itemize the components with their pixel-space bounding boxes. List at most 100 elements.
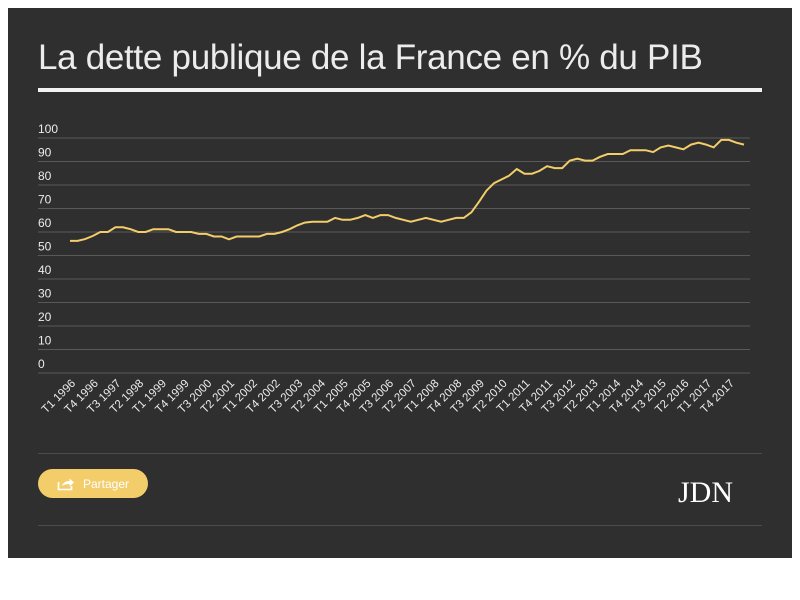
data-point[interactable] xyxy=(105,230,110,235)
data-point[interactable] xyxy=(704,142,709,147)
data-point[interactable] xyxy=(408,219,413,224)
data-point[interactable] xyxy=(287,227,292,232)
data-point[interactable] xyxy=(370,215,375,220)
data-point[interactable] xyxy=(363,213,368,218)
data-point[interactable] xyxy=(726,137,731,142)
data-point[interactable] xyxy=(514,167,519,172)
data-point[interactable] xyxy=(219,234,224,239)
data-point[interactable] xyxy=(628,148,633,153)
data-point[interactable] xyxy=(658,145,663,150)
data-point[interactable] xyxy=(469,210,474,215)
data-point[interactable] xyxy=(242,234,247,239)
data-point[interactable] xyxy=(431,217,436,222)
data-point[interactable] xyxy=(325,219,330,224)
data-point[interactable] xyxy=(575,156,580,161)
data-point[interactable] xyxy=(446,217,451,222)
data-point[interactable] xyxy=(620,151,625,156)
data-point[interactable] xyxy=(461,215,466,220)
data-point[interactable] xyxy=(189,230,194,235)
data-point[interactable] xyxy=(98,230,103,235)
data-point[interactable] xyxy=(340,217,345,222)
data-point[interactable] xyxy=(113,225,118,230)
data-point[interactable] xyxy=(507,173,512,178)
data-point[interactable] xyxy=(476,199,481,204)
data-point[interactable] xyxy=(317,219,322,224)
data-point[interactable] xyxy=(333,215,338,220)
title-underline xyxy=(38,88,762,92)
data-point[interactable] xyxy=(734,140,739,145)
share-button-label: Partager xyxy=(82,476,130,491)
data-point[interactable] xyxy=(128,227,133,232)
data-point[interactable] xyxy=(696,140,701,145)
data-point[interactable] xyxy=(560,166,565,171)
data-point[interactable] xyxy=(688,142,693,147)
data-point[interactable] xyxy=(68,238,73,243)
data-point[interactable] xyxy=(545,164,550,169)
data-point[interactable] xyxy=(272,231,277,236)
data-point[interactable] xyxy=(416,217,421,222)
data-point[interactable] xyxy=(681,147,686,152)
data-point[interactable] xyxy=(484,188,489,193)
data-point[interactable] xyxy=(83,237,88,242)
data-point[interactable] xyxy=(613,151,618,156)
data-point[interactable] xyxy=(280,230,285,235)
data-point[interactable] xyxy=(590,158,595,163)
data-point[interactable] xyxy=(151,227,156,232)
data-point[interactable] xyxy=(386,213,391,218)
data-point[interactable] xyxy=(158,227,163,232)
data-point[interactable] xyxy=(552,166,557,171)
data-point[interactable] xyxy=(598,154,603,159)
y-tick-label: 20 xyxy=(38,310,52,324)
data-point[interactable] xyxy=(204,231,209,236)
data-point[interactable] xyxy=(582,158,587,163)
data-point[interactable] xyxy=(499,177,504,182)
data-point[interactable] xyxy=(257,234,262,239)
data-point[interactable] xyxy=(537,168,542,173)
data-point[interactable] xyxy=(348,217,353,222)
data-point[interactable] xyxy=(264,231,269,236)
data-point[interactable] xyxy=(401,217,406,222)
data-point[interactable] xyxy=(196,231,201,236)
data-point[interactable] xyxy=(643,148,648,153)
data-point[interactable] xyxy=(605,151,610,156)
data-point[interactable] xyxy=(719,137,724,142)
data-point[interactable] xyxy=(310,219,315,224)
data-point[interactable] xyxy=(302,220,307,225)
grid-lines xyxy=(38,137,750,374)
data-point[interactable] xyxy=(121,225,126,230)
data-point[interactable] xyxy=(90,233,95,238)
data-point[interactable] xyxy=(249,234,254,239)
data-point[interactable] xyxy=(439,219,444,224)
data-point[interactable] xyxy=(742,142,747,147)
data-point[interactable] xyxy=(666,143,671,148)
data-point[interactable] xyxy=(227,237,232,242)
data-point[interactable] xyxy=(393,215,398,220)
data-point[interactable] xyxy=(355,215,360,220)
data-point[interactable] xyxy=(673,145,678,150)
data-point[interactable] xyxy=(635,148,640,153)
share-button[interactable]: Partager xyxy=(38,469,148,498)
data-point[interactable] xyxy=(295,223,300,228)
data-point[interactable] xyxy=(75,238,80,243)
y-tick-label: 70 xyxy=(38,193,52,207)
data-point[interactable] xyxy=(423,215,428,220)
data-point[interactable] xyxy=(166,227,171,232)
data-point[interactable] xyxy=(378,213,383,218)
data-point[interactable] xyxy=(136,230,141,235)
data-point[interactable] xyxy=(174,230,179,235)
data-point[interactable] xyxy=(211,234,216,239)
data-point[interactable] xyxy=(234,234,239,239)
y-tick-label: 100 xyxy=(38,122,58,136)
data-point[interactable] xyxy=(651,150,656,155)
data-point[interactable] xyxy=(181,230,186,235)
data-point[interactable] xyxy=(529,171,534,176)
data-point[interactable] xyxy=(454,215,459,220)
data-point[interactable] xyxy=(492,181,497,186)
data-point[interactable] xyxy=(143,230,148,235)
data-point[interactable] xyxy=(567,158,572,163)
data-point[interactable] xyxy=(711,145,716,150)
data-point[interactable] xyxy=(522,171,527,176)
share-icon xyxy=(57,477,75,491)
